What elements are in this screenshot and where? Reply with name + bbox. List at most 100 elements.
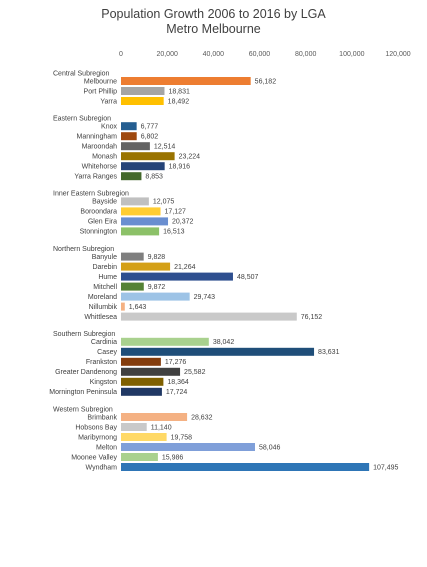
bar	[121, 227, 160, 236]
bar	[121, 463, 370, 471]
x-axis-ticks: 0 20,000 40,000 60,000 80,000 100,000 120,000	[119, 51, 411, 58]
x-tick-label: 0	[119, 51, 123, 58]
bar	[121, 122, 137, 131]
data-label: 20,372	[172, 219, 194, 226]
category-label: Melton	[96, 444, 117, 451]
category-label: Manningham	[77, 134, 118, 141]
chart-title: Population Growth 2006 to 2016 by LGA Me…	[0, 7, 427, 37]
category-label: Hobsons Bay	[75, 424, 117, 431]
bar	[121, 312, 297, 321]
group-label: Central Subregion	[53, 70, 110, 77]
x-tick-label: 80,000	[295, 51, 317, 58]
bar	[121, 262, 171, 271]
data-label: 17,127	[165, 209, 187, 216]
category-label: Bayside	[92, 199, 117, 206]
category-label: Greater Dandenong	[55, 369, 117, 376]
category-label: Nillumbik	[89, 304, 118, 311]
bar	[121, 152, 175, 161]
data-label: 11,140	[151, 424, 172, 431]
bar	[121, 162, 165, 171]
data-label: 15,986	[162, 454, 184, 461]
data-label: 18,916	[169, 164, 191, 171]
group-label: Southern Subregion	[53, 331, 115, 338]
data-label: 48,507	[237, 274, 259, 281]
x-tick-label: 20,000	[156, 51, 178, 58]
bar	[121, 272, 233, 281]
x-tick-label: 120,000	[385, 51, 410, 58]
category-label: Banyule	[92, 254, 117, 261]
chart-title-line1: Population Growth 2006 to 2016 by LGA	[101, 7, 326, 21]
bar	[121, 77, 251, 85]
data-label: 9,872	[148, 284, 166, 291]
data-label: 6,802	[141, 134, 159, 141]
bar	[121, 413, 188, 421]
bar	[121, 347, 315, 356]
bar	[121, 367, 181, 376]
category-label: Cardinia	[91, 339, 117, 346]
data-label: 12,514	[154, 144, 176, 151]
bar	[121, 282, 144, 291]
bar	[121, 387, 162, 396]
data-label: 58,046	[259, 444, 281, 451]
category-label: Glen Eira	[88, 219, 117, 226]
category-label: Port Phillip	[84, 88, 118, 95]
category-label: Knox	[101, 124, 117, 131]
data-label: 56,182	[255, 78, 277, 85]
category-label: Yarra	[100, 98, 117, 105]
bar	[121, 357, 161, 366]
bar	[121, 207, 161, 216]
x-tick-label: 60,000	[249, 51, 271, 58]
category-label: Kingston	[90, 379, 117, 386]
data-label: 17,276	[165, 359, 187, 366]
x-tick-label: 40,000	[203, 51, 225, 58]
bar	[121, 252, 144, 261]
data-label: 19,758	[171, 434, 193, 441]
bar	[121, 217, 169, 226]
category-label: Moreland	[88, 294, 117, 301]
bar	[121, 337, 209, 346]
data-label: 9,828	[148, 254, 166, 261]
category-label: Brimbank	[87, 414, 117, 421]
category-label: Boroondara	[80, 209, 117, 216]
group-label: Inner Eastern Subregion	[53, 191, 129, 198]
bar	[121, 377, 164, 386]
data-label: 25,582	[184, 369, 206, 376]
bar	[121, 97, 164, 105]
data-label: 6,777	[141, 124, 159, 131]
data-label: 23,224	[179, 154, 201, 161]
group-label: Eastern Subregion	[53, 116, 111, 123]
bar	[121, 142, 150, 151]
bar	[121, 292, 190, 301]
data-label: 18,831	[168, 88, 190, 95]
bar	[121, 172, 142, 181]
data-label: 18,364	[167, 379, 189, 386]
category-label: Frankston	[86, 359, 117, 366]
data-label: 17,724	[166, 389, 188, 396]
chart-subtitle: Metro Melbourne	[166, 22, 261, 36]
bar	[121, 197, 149, 206]
data-label: 38,042	[213, 339, 235, 346]
data-label: 83,631	[318, 349, 340, 356]
category-label: Maroondah	[82, 144, 118, 151]
category-label: Melbourne	[84, 78, 117, 85]
data-label: 21,264	[174, 264, 196, 271]
bar	[121, 302, 125, 311]
x-tick-label: 100,000	[339, 51, 364, 58]
category-label: Hume	[98, 274, 117, 281]
category-label: Wyndham	[86, 464, 118, 471]
data-label: 12,075	[153, 199, 175, 206]
category-label: Yarra Ranges	[74, 174, 117, 181]
category-label: Whitehorse	[82, 164, 118, 171]
category-label: Casey	[97, 349, 117, 356]
bar	[121, 433, 167, 441]
category-label: Stonnington	[80, 229, 117, 236]
data-label: 29,743	[194, 294, 216, 301]
bar	[121, 87, 165, 95]
bar	[121, 132, 137, 141]
data-label: 1,643	[129, 304, 147, 311]
category-label: Whittlesea	[84, 314, 117, 321]
data-label: 18,492	[168, 98, 190, 105]
bar	[121, 443, 255, 451]
data-label: 76,152	[301, 314, 323, 321]
